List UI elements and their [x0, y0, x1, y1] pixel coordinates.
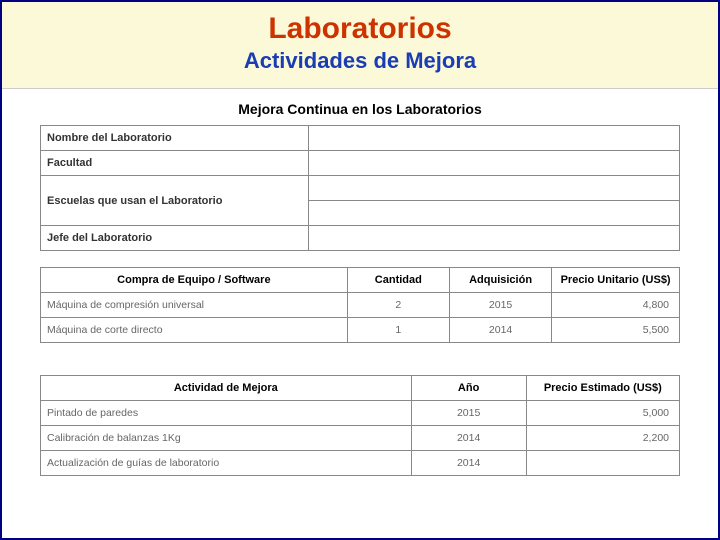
- col-item: Compra de Equipo / Software: [41, 268, 348, 293]
- table-row: Actualización de guías de laboratorio 20…: [41, 451, 680, 476]
- info-table: Nombre del Laboratorio Facultad Escuelas…: [40, 125, 680, 251]
- cell-year: 2015: [411, 401, 526, 426]
- table-header-row: Actividad de Mejora Año Precio Estimado …: [41, 376, 680, 401]
- info-value: [309, 226, 680, 251]
- header-band: Laboratorios Actividades de Mejora: [2, 2, 718, 89]
- table-row: Máquina de corte directo 1 2014 5,500: [41, 318, 680, 343]
- col-qty: Cantidad: [347, 268, 449, 293]
- table-row: Escuelas que usan el Laboratorio: [41, 176, 680, 201]
- info-label: Escuelas que usan el Laboratorio: [41, 176, 309, 226]
- cell-item: Máquina de compresión universal: [41, 293, 348, 318]
- cell-activity: Pintado de paredes: [41, 401, 412, 426]
- slide-frame: Laboratorios Actividades de Mejora Mejor…: [0, 0, 720, 540]
- table-row: Máquina de compresión universal 2 2015 4…: [41, 293, 680, 318]
- col-price: Precio Unitario (US$): [552, 268, 680, 293]
- page-title: Laboratorios: [2, 12, 718, 46]
- info-value: [309, 126, 680, 151]
- content-area: Mejora Continua en los Laboratorios Nomb…: [2, 89, 718, 476]
- cell-acq: 2015: [449, 293, 551, 318]
- page-subtitle: Actividades de Mejora: [2, 48, 718, 74]
- table-row: Jefe del Laboratorio: [41, 226, 680, 251]
- table-row: Pintado de paredes 2015 5,000: [41, 401, 680, 426]
- cell-activity: Calibración de balanzas 1Kg: [41, 426, 412, 451]
- table-header-row: Compra de Equipo / Software Cantidad Adq…: [41, 268, 680, 293]
- info-value: [309, 201, 680, 226]
- cell-year: 2014: [411, 426, 526, 451]
- info-label: Nombre del Laboratorio: [41, 126, 309, 151]
- cell-price: 4,800: [552, 293, 680, 318]
- cell-acq: 2014: [449, 318, 551, 343]
- section-title: Mejora Continua en los Laboratorios: [40, 101, 680, 117]
- cell-price: 5,000: [526, 401, 679, 426]
- activity-table: Actividad de Mejora Año Precio Estimado …: [40, 375, 680, 476]
- info-label: Facultad: [41, 151, 309, 176]
- cell-item: Máquina de corte directo: [41, 318, 348, 343]
- cell-qty: 2: [347, 293, 449, 318]
- cell-qty: 1: [347, 318, 449, 343]
- table-row: Nombre del Laboratorio: [41, 126, 680, 151]
- col-year: Año: [411, 376, 526, 401]
- table-row: Calibración de balanzas 1Kg 2014 2,200: [41, 426, 680, 451]
- cell-price: 2,200: [526, 426, 679, 451]
- cell-year: 2014: [411, 451, 526, 476]
- purchase-table: Compra de Equipo / Software Cantidad Adq…: [40, 267, 680, 343]
- info-value: [309, 176, 680, 201]
- col-acq: Adquisición: [449, 268, 551, 293]
- col-activity: Actividad de Mejora: [41, 376, 412, 401]
- cell-activity: Actualización de guías de laboratorio: [41, 451, 412, 476]
- col-price: Precio Estimado (US$): [526, 376, 679, 401]
- info-value: [309, 151, 680, 176]
- table-row: Facultad: [41, 151, 680, 176]
- cell-price: 5,500: [552, 318, 680, 343]
- info-label: Jefe del Laboratorio: [41, 226, 309, 251]
- cell-price: [526, 451, 679, 476]
